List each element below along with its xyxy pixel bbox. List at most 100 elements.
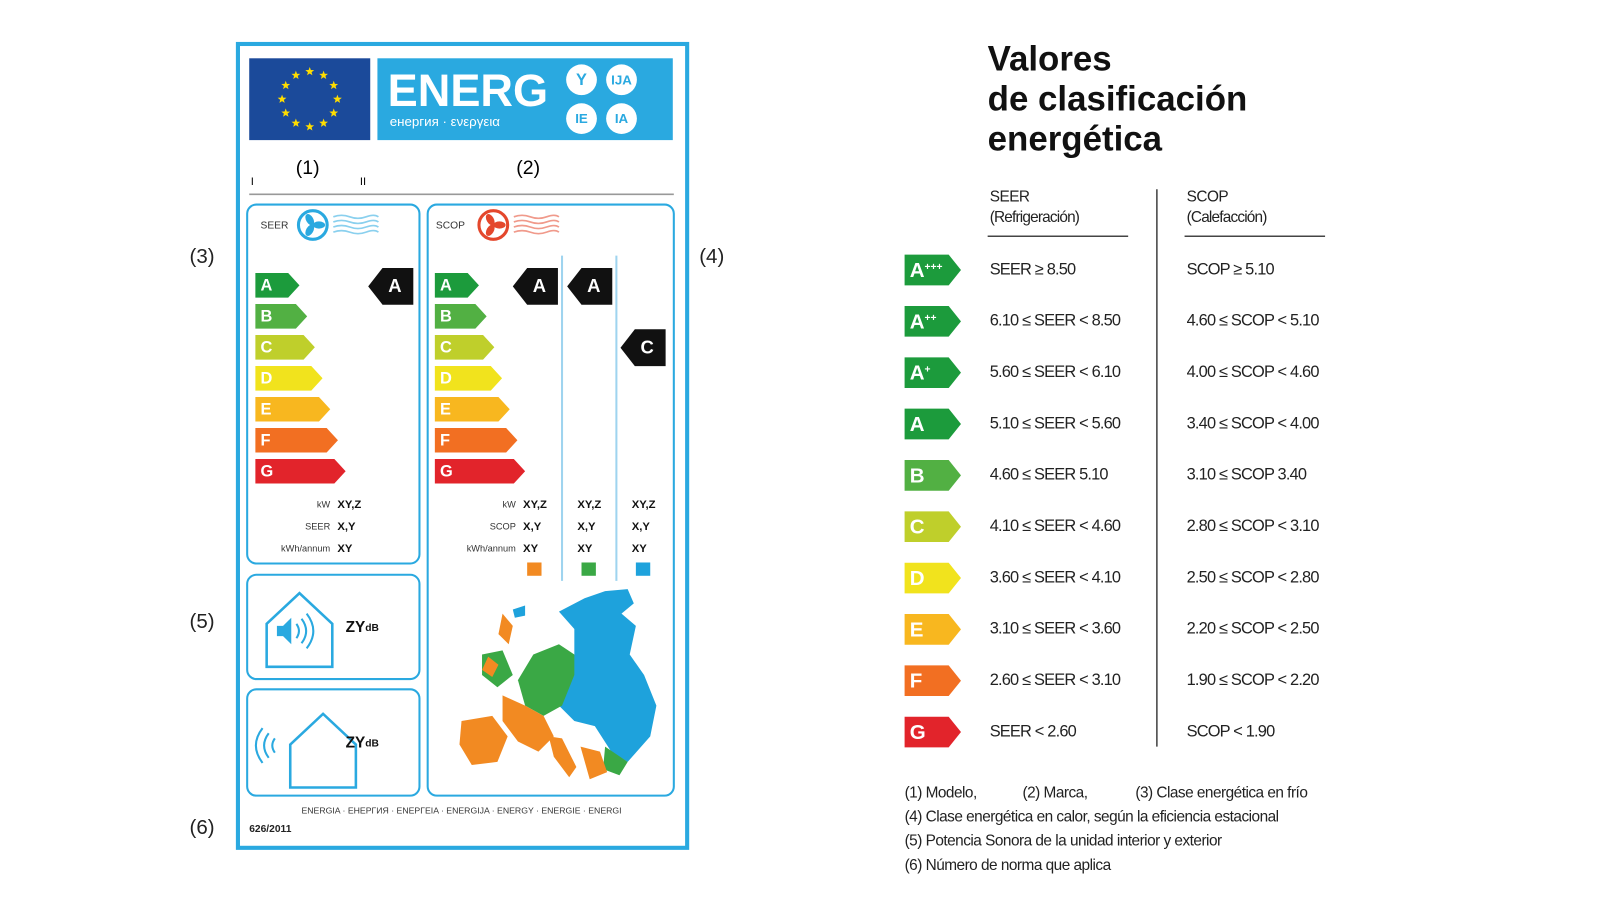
noise-level: ZYdB [346,735,379,752]
roman: I [251,176,254,188]
class-badge-text: E [910,619,924,642]
class-letter: G [440,463,453,481]
cooling-panel [246,203,421,565]
fan-blade [485,224,495,236]
class-badge [904,305,961,337]
side-marker: (6) [190,816,215,839]
class-badge [904,254,961,286]
table-title: energética [988,119,1163,158]
suffix-badge [606,64,637,96]
map-region [459,715,508,765]
scop-range: 2.50 ≤ SCOP < 2.80 [1187,568,1320,586]
scop-range: 2.20 ≤ SCOP < 2.50 [1187,620,1320,638]
class-arrow [255,273,300,298]
class-badge [904,357,961,389]
class-arrow [434,366,503,391]
scop-range: 3.10 ≤ SCOP 3.40 [1187,466,1307,484]
map-region [498,613,513,645]
class-letter: D [440,370,452,388]
class-letter: B [440,308,452,326]
energy-subtitle: енергия · ενεργεια [390,114,501,129]
map-region [482,656,499,678]
class-plus: ++ [925,313,937,324]
fan-blade [493,221,506,229]
scop-range: 4.60 ≤ SCOP < 5.10 [1187,312,1320,330]
table-title: de clasificación [988,79,1248,118]
class-letter: C [910,516,925,539]
class-badge [904,614,961,645]
class-arrow [434,304,487,329]
energy-word: ENERG [388,65,548,116]
column-note: (Calefacción) [1187,209,1268,226]
map-region [517,644,575,716]
sound-wave [295,612,315,650]
map-region [558,589,657,762]
noise-panel [246,688,421,797]
eu-star [319,70,328,80]
scop-range: SCOP < 1.90 [1187,722,1275,740]
suffix-text: Y [576,71,587,89]
noise-level: ZYdB [346,619,379,636]
panel-title: SEER [261,221,289,232]
suffix-text: IA [615,111,629,126]
map-region [512,605,526,618]
row-value: XY [337,543,353,555]
seer-range: 4.10 ≤ SEER < 4.60 [990,517,1121,535]
class-plus: + [925,364,931,375]
eu-star [281,108,291,117]
class-badge [904,716,961,748]
class-badge [904,562,961,594]
suffix-badge [566,64,597,96]
rating-letter: A [388,275,401,296]
marker: (2) [516,157,540,179]
air-wave [333,229,379,235]
class-arrow [434,458,526,484]
suffix-text: IE [575,111,588,126]
noise-value: ZY [346,619,366,636]
eu-star [329,80,339,90]
class-letter: G [910,722,926,745]
scop-range: 1.90 ≤ SCOP < 2.20 [1187,671,1320,689]
fan-icon [296,209,329,241]
air-wave [333,214,379,220]
scop-range: 2.80 ≤ SCOP < 3.10 [1187,517,1320,535]
rating-letter: A [533,275,546,296]
noise-panel [246,573,421,681]
side-marker: (3) [190,245,215,268]
class-letter: A [910,311,925,334]
class-arrow [434,335,495,360]
class-letter: E [261,401,272,419]
seer-range: 3.60 ≤ SEER < 4.10 [990,568,1121,586]
eu-star [291,70,301,80]
row-value: XY,Z [337,499,361,511]
table-title: Valores [988,40,1112,79]
air-wave [333,224,379,230]
noise-unit: dB [365,623,379,634]
rating-arrow [512,267,558,305]
seer-range: 2.60 ≤ SEER < 3.10 [990,671,1121,689]
eu-star [319,118,328,127]
class-letter: A [261,277,273,295]
class-letter: C [261,339,273,357]
suffix-text: IJA [611,72,632,87]
class-letter: A [910,259,925,282]
air-wave [333,219,379,225]
class-letter: C [440,339,452,357]
seer-range: 4.60 ≤ SEER 5.10 [990,466,1109,484]
air-wave [513,214,560,220]
heating-panel [426,203,675,797]
eu-star [329,108,339,117]
eu-star [281,80,291,90]
marker: (1) [296,157,320,179]
side-marker: (4) [699,245,724,268]
row-unit: kWh/annum [467,544,517,554]
seer-range: 6.10 ≤ SEER < 8.50 [990,312,1121,330]
fan-blade [305,214,315,226]
panel-title: SCOP [436,221,465,232]
class-letter: G [261,463,274,481]
class-arrow [255,458,346,484]
class-letter: A [910,413,925,436]
class-badge-text: B [910,465,925,488]
